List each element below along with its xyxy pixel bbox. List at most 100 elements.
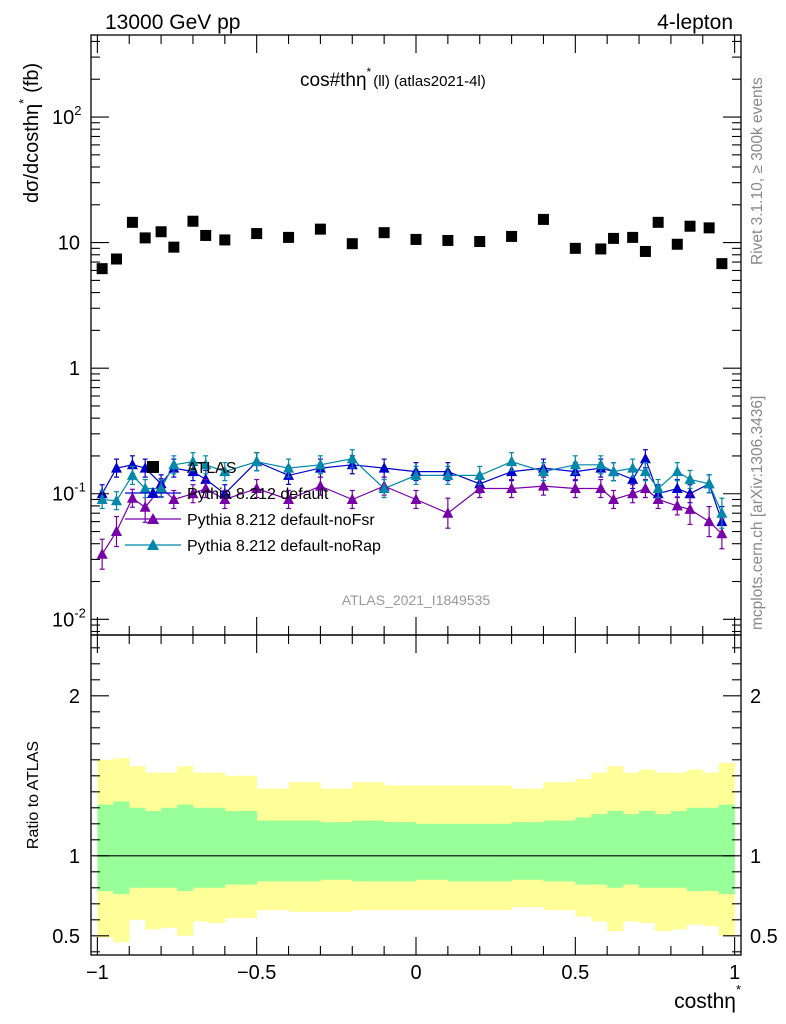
stat-uncertainty-band-bin [352, 820, 385, 882]
legend: ATLAS Pythia 8.212 default Pythia 8.212 … [125, 460, 381, 555]
series-1-data-point [200, 473, 212, 484]
atlas-data-point [155, 226, 167, 238]
series-2-data-point [126, 492, 138, 503]
stat-uncertainty-band-bin [447, 823, 481, 882]
series-3-data-point [608, 465, 620, 477]
plot-title: cos#thη*(ll) (atlas2021-4l) [300, 65, 486, 91]
atlas-data-point [96, 263, 108, 275]
stat-uncertainty-band-bin [511, 822, 544, 880]
plot-title-sub: (ll) (atlas2021-4l) [373, 73, 486, 90]
stat-uncertainty-band-bin [543, 820, 576, 882]
series-3-data-point [442, 469, 454, 480]
series-1-data-point [110, 462, 122, 473]
stat-uncertainty-band-bin [320, 822, 353, 880]
atlas-data-point [219, 234, 231, 246]
x-tick-label: 0 [410, 962, 421, 984]
stat-uncertainty-band-bin [718, 804, 735, 895]
series-2-data-point [219, 493, 231, 504]
atlas-data-point [474, 236, 486, 248]
series-3-data-point [684, 473, 696, 484]
atlas-data-point [716, 258, 728, 270]
legend-label-nofsr: Pythia 8.212 default-noFsr [187, 512, 375, 529]
atlas-data-point [671, 238, 683, 250]
series-1-data-point [671, 482, 683, 494]
series-3-data-point [110, 494, 122, 506]
stat-uncertainty-band-bin [208, 807, 226, 888]
series-2-data-point [168, 493, 180, 504]
atlas-data-point [200, 229, 212, 241]
stat-uncertainty-band-bin [607, 811, 624, 888]
series-2-data-point [110, 525, 122, 537]
series-3-data-point [283, 462, 295, 473]
ratio-axis-ticks: 0.5 0.5 1 1 2 2 −1 −0.5 0 0.5 1 [52, 635, 778, 984]
legend-label-atlas: ATLAS [187, 460, 237, 477]
series-3-data-point [378, 482, 390, 494]
ratio-y-tick-label: 2 [69, 686, 80, 708]
process-label: 4-lepton [657, 11, 733, 34]
stat-uncertainty-band-bin [161, 807, 178, 888]
atlas-data-point [442, 234, 454, 246]
series-3-data-point [251, 455, 263, 467]
y-tick-exponent: -1 [74, 480, 86, 495]
stat-uncertainty-band-bin [129, 807, 146, 888]
stat-uncertainty-band-bin [702, 807, 719, 891]
atlas-data-point [639, 245, 651, 257]
legend-label-norap: Pythia 8.212 default-noRap [187, 538, 381, 555]
stat-uncertainty-band-bin [623, 814, 640, 885]
series-2-data-point [703, 515, 715, 527]
ratio-y-tick-label-right: 0.5 [750, 926, 778, 948]
atlas-data-point [703, 222, 715, 234]
legend-marker-norap [147, 539, 159, 550]
stat-uncertainty-band-bin [145, 811, 162, 888]
series-3-data-point [639, 465, 651, 477]
series-3-data-point [627, 462, 639, 473]
rivet-version-label: Rivet 3.1.10, ≥ 300k events [749, 77, 766, 265]
atlas-data-point [569, 242, 581, 254]
ratio-y-tick-label: 0.5 [52, 926, 80, 948]
series-3-data-point [671, 465, 683, 477]
series-1-data-point [126, 458, 138, 470]
legend-marker-default [147, 487, 159, 498]
stat-uncertainty-band-bin [224, 811, 257, 885]
series-2-data-point [671, 499, 683, 511]
main-y-axis-label-sup: * [16, 99, 31, 104]
x-axis-label: costhη* [674, 982, 741, 1013]
series-2-data-point [608, 493, 620, 504]
series-1-data-point [378, 462, 390, 473]
stat-uncertainty-band-bin [639, 811, 656, 888]
stat-uncertainty-band-bin [177, 804, 194, 891]
ratio-panel: 0.5 0.5 1 1 2 2 −1 −0.5 0 0.5 1 Ratio to ATLAS cos… [25, 634, 778, 1013]
series-3-data-point [314, 458, 326, 470]
series-3-data-point [474, 469, 486, 480]
series-2-data-point [537, 480, 549, 491]
atlas-data-point [168, 241, 180, 253]
series-3-data-point [155, 482, 167, 494]
series-2-data-point [506, 482, 518, 494]
series-3-data-point [126, 469, 138, 480]
atlas-data-point [595, 243, 607, 255]
series-2-data-point [410, 493, 422, 504]
stat-uncertainty-band-bin [575, 817, 592, 885]
series-2-data-point [251, 482, 263, 494]
series-1-data-point [684, 487, 696, 499]
main-data-marks [96, 213, 728, 570]
mcplots-source-label: mcplots.cern.ch [arXiv:1306.3436] [749, 396, 766, 630]
x-axis-label-sup: * [736, 982, 741, 997]
series-3-data-point [168, 458, 180, 470]
stat-uncertainty-band-bin [256, 820, 289, 882]
atlas-data-point [346, 238, 358, 250]
series-2-data-point [716, 527, 728, 539]
y-tick-exponent: 2 [74, 103, 81, 118]
series-2-data-point [652, 493, 664, 504]
atlas-data-point [139, 232, 151, 244]
stat-uncertainty-band-bin [479, 823, 512, 882]
ratio-y-tick-label: 1 [69, 846, 80, 868]
y-tick-label: 1 [69, 358, 80, 380]
stat-uncertainty-band-bin [113, 801, 130, 895]
plot-title-main: cos#thη [300, 70, 367, 91]
series-3-data-point [716, 507, 728, 518]
series-2-data-point [595, 482, 607, 494]
series-3-data-point [346, 452, 358, 464]
series-3-data-point [703, 477, 715, 489]
ratio-uncertainty-bands [97, 758, 735, 943]
